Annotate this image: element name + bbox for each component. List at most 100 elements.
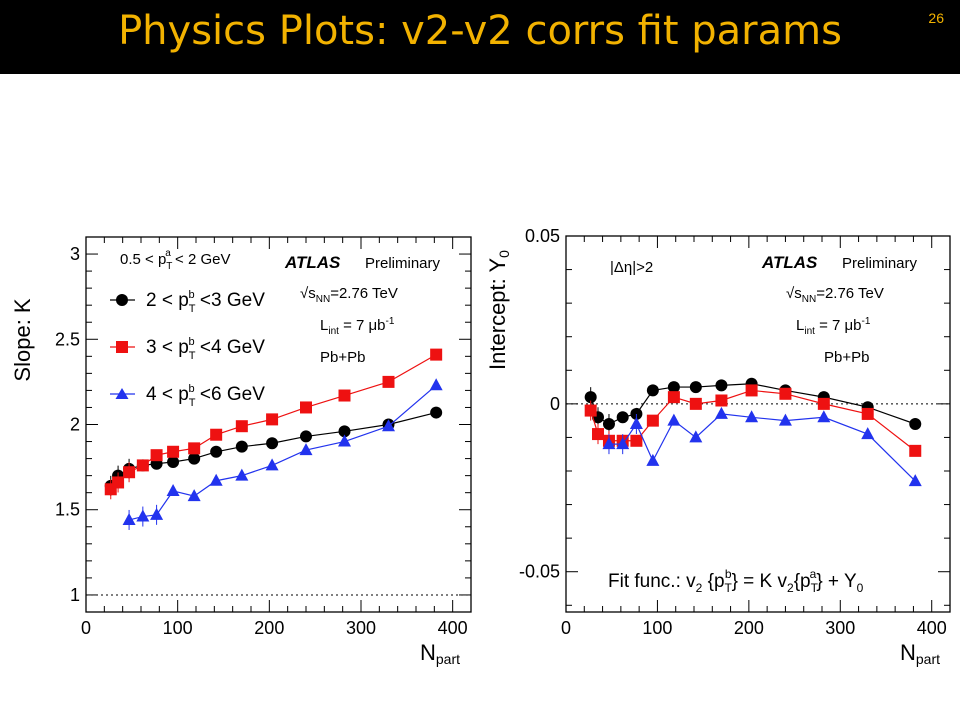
legend-label-series-2: 3 < pTb <4 GeV [146, 336, 265, 362]
slope-point-series-3 [265, 458, 279, 471]
intercept-system-label: Pb+Pb [824, 349, 869, 366]
legend-marker-series-3 [115, 388, 129, 399]
intercept-point-series-1 [584, 391, 597, 404]
intercept-energy-label: √sNN=2.76 TeV [786, 285, 884, 305]
slope-ytick-label: 2 [70, 415, 80, 435]
intercept-point-series-1 [616, 411, 629, 424]
slope-point-series-1 [188, 452, 201, 465]
slope-plot-frame [85, 236, 472, 613]
intercept-xtick-label: 100 [642, 618, 672, 638]
slope-point-series-2 [338, 389, 351, 402]
legend-label-series-1: 2 < pTb <3 GeV [146, 289, 265, 315]
intercept-xtick-label: 200 [734, 618, 764, 638]
intercept-point-series-2 [689, 397, 702, 410]
slope-point-series-2 [430, 348, 443, 361]
intercept-point-series-3 [745, 410, 759, 423]
slope-system-label: Pb+Pb [320, 349, 365, 366]
intercept-point-series-2 [817, 397, 830, 410]
slope-point-series-3 [338, 434, 351, 447]
slope-point-series-1 [167, 456, 180, 468]
slope-point-series-3 [166, 483, 180, 496]
slope-point-series-3 [235, 468, 249, 481]
slope-point-series-2 [382, 375, 395, 388]
intercept-ylabel: Intercept: Y0 [485, 250, 512, 370]
intercept-point-series-2 [779, 387, 792, 400]
title-bar [0, 0, 960, 74]
intercept-point-series-2 [667, 391, 680, 404]
slope-point-series-2 [167, 445, 180, 458]
slope-point-series-2 [300, 401, 312, 414]
intercept-preliminary-label: Preliminary [842, 255, 918, 272]
slope-point-series-1 [235, 440, 248, 453]
legend-marker-series-2 [116, 341, 128, 353]
intercept-plot-frame [565, 235, 951, 613]
slope-point-series-3 [429, 378, 443, 391]
slope-xlabel: Npart [420, 640, 460, 667]
slope-xtick-label: 200 [254, 618, 284, 638]
slide-title: Physics Plots: v2-v2 corrs fit params [118, 8, 842, 54]
intercept-ytick-label: 0 [550, 394, 560, 414]
intercept-point-series-3 [629, 417, 643, 429]
slope-point-series-2 [150, 449, 163, 462]
intercept-point-series-2 [715, 394, 728, 407]
slope-ticks: 0 100 200 300 400 1 1.5 2 2.5 3 [55, 236, 472, 638]
intercept-point-series-1 [667, 381, 680, 394]
intercept-point-series-2 [592, 428, 604, 441]
slope-point-series-2 [112, 476, 125, 489]
intercept-xtick-label: 400 [917, 618, 947, 638]
intercept-point-series-3 [646, 453, 660, 466]
intercept-point-series-3 [714, 406, 728, 419]
slope-point-series-2 [136, 459, 149, 472]
intercept-point-series-1 [715, 379, 728, 392]
slope-point-series-2 [123, 466, 136, 479]
intercept-panel: 0 100 200 300 400 -0.05 0 0.05 Intercept: Y0 Np… [485, 226, 951, 667]
slope-ytick-label: 2.5 [55, 329, 80, 349]
slope-ytick-label: 1 [70, 585, 80, 605]
intercept-point-series-1 [602, 418, 615, 430]
slope-preliminary-label: Preliminary [365, 255, 441, 272]
slope-point-series-2 [188, 442, 201, 455]
fit-function-label: Fit func.: v2 {pTb} = K v2{pTa} + Y0 [608, 567, 864, 595]
slope-ytick-label: 1.5 [55, 500, 80, 520]
slope-ytick-label: 3 [70, 244, 80, 264]
intercept-ticks: 0 100 200 300 400 -0.05 0 0.05 [519, 226, 951, 638]
intercept-ytick-label: -0.05 [519, 562, 560, 582]
intercept-lumi-label: Lint = 7 μb-1 [796, 316, 871, 337]
intercept-atlas-label: ATLAS [761, 253, 818, 272]
intercept-point-series-2 [584, 404, 597, 417]
slope-point-series-3 [136, 509, 150, 522]
slope-xtick-label: 100 [163, 618, 193, 638]
intercept-point-series-1 [646, 384, 659, 397]
slope-point-series-3 [150, 507, 164, 520]
intercept-point-series-2 [745, 384, 758, 397]
intercept-point-series-2 [909, 444, 922, 457]
slope-xtick-label: 400 [438, 618, 468, 638]
slope-point-series-1 [338, 425, 351, 438]
intercept-ytick-label: 0.05 [525, 226, 560, 246]
slope-point-series-3 [299, 443, 313, 456]
slope-point-series-2 [235, 420, 248, 433]
intercept-point-series-3 [616, 437, 630, 450]
slope-point-series-3 [187, 489, 201, 502]
intercept-point-series-3 [817, 410, 831, 423]
slope-point-series-2 [266, 413, 279, 426]
intercept-marks [566, 377, 950, 487]
slope-point-series-1 [266, 437, 279, 450]
slope-point-series-1 [300, 430, 312, 443]
slope-atlas-label: ATLAS [284, 253, 341, 272]
intercept-point-series-3 [778, 413, 792, 426]
slope-point-series-3 [209, 473, 223, 486]
slope-marks [86, 348, 471, 596]
slope-point-series-3 [122, 512, 136, 525]
slope-point-series-1 [430, 406, 443, 419]
slope-xtick-label: 300 [346, 618, 376, 638]
intercept-xlabel: Npart [900, 640, 940, 667]
intercept-cut-label: |Δη|>2 [610, 259, 653, 276]
slope-xtick-label: 0 [81, 618, 91, 638]
intercept-point-series-1 [689, 381, 702, 394]
slide-number: 26 [928, 10, 944, 26]
slope-point-series-3 [382, 419, 395, 432]
slope-kinematic-label: 0.5 < pTa < 2 GeV [120, 248, 230, 272]
slope-point-series-2 [210, 428, 223, 441]
